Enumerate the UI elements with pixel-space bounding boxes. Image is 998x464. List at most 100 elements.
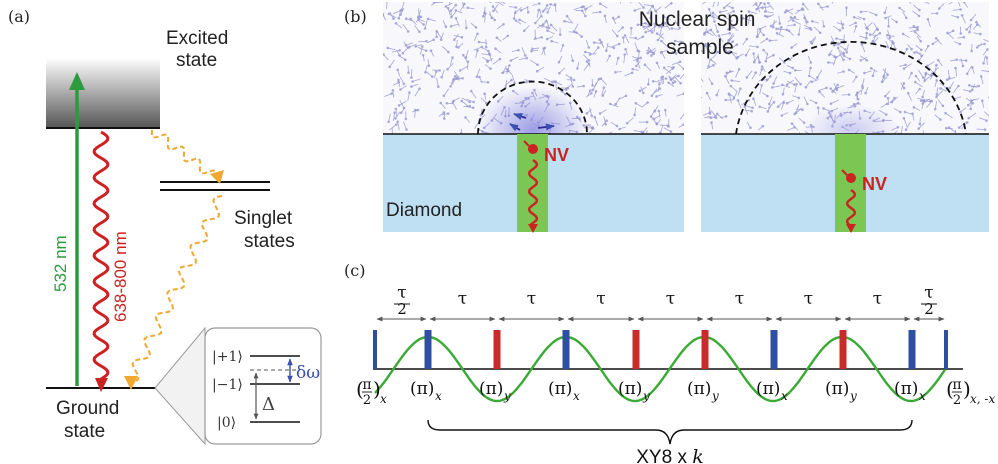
nuclear-spin-head	[921, 95, 924, 99]
nuclear-spin-arrow	[908, 26, 918, 29]
nuclear-spin-arrow	[922, 130, 925, 134]
nuclear-spin-arrow	[767, 2, 774, 10]
nuclear-spin-head	[451, 101, 455, 104]
nuclear-spin-head	[838, 29, 842, 32]
nuclear-spin-head	[922, 99, 926, 102]
nuclear-spin-arrow	[937, 99, 944, 107]
nuclear-spin-head	[390, 92, 394, 95]
nuclear-spin-head	[509, 59, 513, 62]
nuclear-spin-arrow	[813, 26, 821, 34]
nuclear-spin-arrow	[449, 57, 453, 66]
nuclear-spin-head	[392, 17, 395, 21]
nuclear-spin-head	[476, 32, 479, 36]
nuclear-spin-arrow	[473, 33, 478, 42]
nuclear-spin-arrow	[645, 29, 655, 33]
pulse-label-pi: (π) y	[687, 379, 719, 403]
tau-label: τ	[527, 289, 536, 309]
nuclear-spin-head	[743, 105, 746, 108]
nuclear-spin-arrow	[957, 2, 961, 7]
nuclear-spin-head	[961, 64, 965, 68]
pulse-bar	[562, 330, 570, 369]
nuclear-spin-arrow	[461, 2, 465, 9]
nuclear-spin-head	[404, 17, 408, 21]
nuclear-spin-head	[658, 87, 662, 90]
nuclear-spin-head	[741, 17, 745, 20]
nuclear-spin-head	[966, 103, 970, 107]
svg-text:): )	[373, 377, 381, 401]
nuclear-spin-head	[893, 96, 896, 100]
nuclear-spin-head	[732, 96, 736, 100]
nuclear-spin-head	[510, 78, 513, 82]
nuclear-spin-arrow	[593, 78, 600, 87]
excitation-arrowhead	[69, 72, 85, 90]
nuclear-spin-head	[576, 67, 579, 70]
nuclear-spin-head	[703, 31, 706, 35]
nuclear-spin-arrow	[846, 44, 849, 53]
nuclear-spin-head	[977, 84, 981, 88]
nuclear-spin-head	[394, 22, 398, 25]
svg-text:x: x	[573, 389, 580, 403]
pulse-label-pi: (π) x	[548, 379, 580, 403]
nuclear-spin-head	[424, 71, 427, 74]
nuclear-spin-arrow	[887, 30, 891, 38]
nuclear-spin-head	[569, 76, 573, 80]
nuclear-spin-arrow	[952, 8, 961, 11]
nuclear-spin-head	[935, 79, 938, 82]
nuclear-spin-head	[860, 43, 864, 46]
pulse-bar	[839, 330, 847, 369]
nuclear-spin-head	[590, 114, 594, 118]
nuclear-spin-arrow	[721, 32, 730, 36]
nuclear-spin-arrow	[792, 20, 802, 25]
nuclear-spin-arrow	[832, 25, 841, 31]
nuclear-spin-arrow	[481, 53, 490, 56]
panel-label-a: (a)	[8, 7, 30, 26]
nuclear-spin-head	[585, 112, 589, 115]
nuclear-spin-arrow	[624, 72, 633, 77]
nuclear-spin-head	[477, 40, 481, 44]
nuclear-spin-arrow	[564, 20, 574, 24]
nuclear-spin-arrow	[936, 90, 944, 98]
interval-arrows: τ2 τ τ τ τ τ τ τ τ2	[376, 283, 945, 322]
nuclear-spin-head	[425, 39, 428, 43]
nuclear-spin-arrow	[391, 49, 400, 53]
nuclear-spin-head	[715, 93, 718, 97]
nuclear-spin-head	[444, 25, 448, 29]
nuclear-spin-arrow	[981, 70, 989, 72]
nuclear-spin-head	[718, 10, 722, 14]
nuclear-spin-head	[407, 71, 410, 74]
nuclear-spin-head	[494, 0, 497, 2]
nuclear-spin-head	[955, 58, 958, 61]
nuclear-spin-arrow	[459, 3, 465, 12]
nuclear-spin-head	[540, 36, 543, 39]
nuclear-spin-arrow	[574, 31, 582, 37]
nuclear-spin-head	[518, 18, 521, 22]
nuclear-spin-head	[453, 75, 457, 78]
nuclear-spin-head	[446, 6, 450, 10]
nuclear-spin-head	[394, 107, 398, 111]
nuclear-spin-head	[449, 85, 452, 88]
nuclear-spin-arrow	[886, 37, 894, 44]
nuclear-spin-head	[881, 80, 884, 84]
nuclear-spin-head	[847, 68, 851, 72]
nuclear-spin-arrow	[729, 94, 732, 104]
nuclear-spin-arrow	[414, 109, 416, 118]
nuclear-spin-head	[605, 119, 608, 122]
nuclear-spin-head	[660, 39, 663, 43]
nuclear-spin-head	[444, 5, 448, 8]
nuclear-spin-head	[655, 61, 659, 65]
nuclear-spin-head	[637, 50, 641, 53]
nuclear-spin-head	[856, 97, 860, 101]
nuclear-spin-head	[517, 48, 520, 52]
nuclear-spin-head	[617, 56, 620, 60]
nuclear-spin-head	[453, 38, 456, 41]
nuclear-spin-head	[958, 42, 962, 46]
nuclear-spin-head	[587, 46, 590, 49]
nuclear-spin-head	[793, 69, 797, 72]
nuclear-spin-head	[871, 39, 875, 43]
nuclear-spin-arrow	[759, 85, 763, 95]
nuclear-spin-arrow	[547, 30, 555, 35]
svg-text:y: y	[642, 389, 650, 403]
nuclear-spin-head	[435, 70, 438, 73]
nuclear-spin-head	[399, 111, 403, 115]
nuclear-spin-head	[445, 102, 449, 105]
